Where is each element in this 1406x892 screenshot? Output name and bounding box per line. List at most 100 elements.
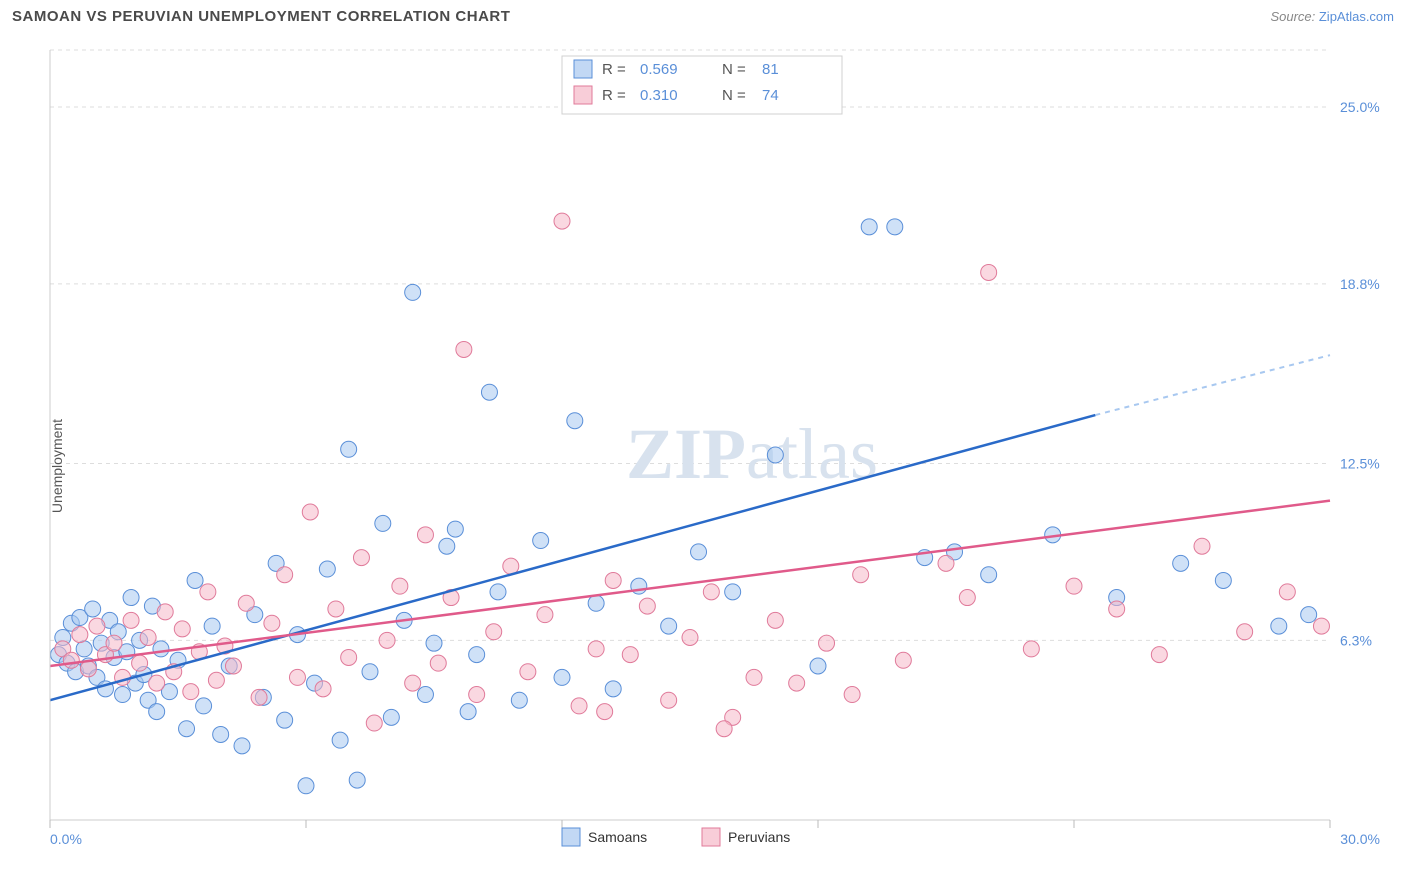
data-point [76, 641, 92, 657]
data-point [533, 533, 549, 549]
data-point [861, 219, 877, 235]
y-tick-label: 25.0% [1340, 99, 1380, 115]
data-point [1215, 572, 1231, 588]
data-point [123, 590, 139, 606]
chart-title: SAMOAN VS PERUVIAN UNEMPLOYMENT CORRELAT… [12, 8, 510, 25]
data-point [597, 704, 613, 720]
data-point [149, 675, 165, 691]
data-point [887, 219, 903, 235]
data-point [187, 572, 203, 588]
data-point [1237, 624, 1253, 640]
legend-r-label: R = [602, 61, 626, 78]
data-point [486, 624, 502, 640]
data-point [85, 601, 101, 617]
data-point [1023, 641, 1039, 657]
bottom-legend-label: Peruvians [728, 829, 790, 845]
data-point [567, 413, 583, 429]
data-point [853, 567, 869, 583]
data-point [895, 652, 911, 668]
data-point [315, 681, 331, 697]
data-point [392, 578, 408, 594]
data-point [106, 635, 122, 651]
legend-n-value: 74 [762, 87, 779, 104]
data-point [767, 612, 783, 628]
data-point [605, 572, 621, 588]
data-point [251, 689, 267, 705]
data-point [959, 590, 975, 606]
data-point [703, 584, 719, 600]
data-point [746, 669, 762, 685]
legend-n-label: N = [722, 87, 746, 104]
data-point [1151, 647, 1167, 663]
data-point [430, 655, 446, 671]
data-point [208, 672, 224, 688]
legend-r-value: 0.569 [640, 61, 678, 78]
data-point [341, 441, 357, 457]
data-point [426, 635, 442, 651]
legend-swatch-b [574, 86, 592, 104]
data-point [405, 284, 421, 300]
data-point [80, 661, 96, 677]
data-point [132, 655, 148, 671]
data-point [661, 618, 677, 634]
data-point [661, 692, 677, 708]
data-point [383, 709, 399, 725]
data-point [298, 778, 314, 794]
data-point [213, 726, 229, 742]
data-point [554, 669, 570, 685]
data-point [520, 664, 536, 680]
data-point [767, 447, 783, 463]
data-point [200, 584, 216, 600]
source-link[interactable]: ZipAtlas.com [1319, 9, 1394, 24]
data-point [537, 607, 553, 623]
data-point [1301, 607, 1317, 623]
data-point [289, 669, 305, 685]
data-point [439, 538, 455, 554]
legend-r-label: R = [602, 87, 626, 104]
data-point [149, 704, 165, 720]
data-point [554, 213, 570, 229]
data-point [349, 772, 365, 788]
data-point [511, 692, 527, 708]
data-point [622, 647, 638, 663]
data-point [417, 687, 433, 703]
trend-line-a-extended [1095, 355, 1330, 415]
data-point [362, 664, 378, 680]
bottom-legend-swatch-a [562, 828, 580, 846]
data-point [332, 732, 348, 748]
data-point [571, 698, 587, 714]
data-point [115, 687, 131, 703]
data-point [716, 721, 732, 737]
x-end-label: 30.0% [1340, 831, 1380, 847]
data-point [417, 527, 433, 543]
bottom-legend-label: Samoans [588, 829, 647, 845]
data-point [682, 629, 698, 645]
data-point [319, 561, 335, 577]
data-point [366, 715, 382, 731]
data-point [277, 567, 293, 583]
data-point [234, 738, 250, 754]
data-point [819, 635, 835, 651]
y-tick-label: 18.8% [1340, 276, 1380, 292]
data-point [179, 721, 195, 737]
data-point [405, 675, 421, 691]
data-point [1279, 584, 1295, 600]
data-point [89, 618, 105, 634]
data-point [375, 515, 391, 531]
data-point [238, 595, 254, 611]
data-point [1313, 618, 1329, 634]
data-point [481, 384, 497, 400]
data-point [605, 681, 621, 697]
data-point [460, 704, 476, 720]
data-point [938, 555, 954, 571]
data-point [844, 687, 860, 703]
data-point [588, 641, 604, 657]
source-attribution: Source: ZipAtlas.com [1270, 9, 1394, 24]
data-point [981, 264, 997, 280]
data-point [1173, 555, 1189, 571]
legend-n-value: 81 [762, 61, 779, 78]
data-point [691, 544, 707, 560]
data-point [174, 621, 190, 637]
data-point [123, 612, 139, 628]
data-point [225, 658, 241, 674]
